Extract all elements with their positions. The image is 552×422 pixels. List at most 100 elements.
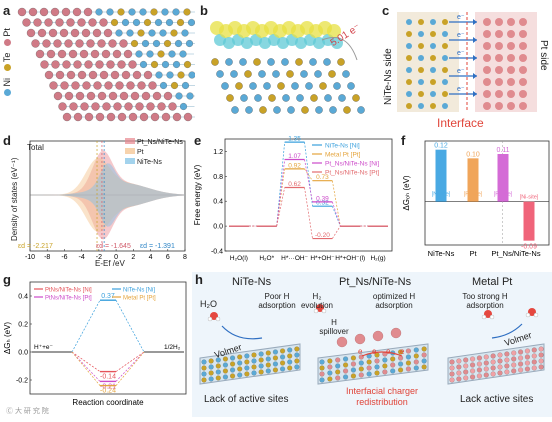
pt-atom <box>495 78 503 86</box>
pt-atom <box>64 91 74 101</box>
g-legend-label: Metal Pt [Pt] <box>123 296 156 302</box>
pt-atom <box>524 366 530 372</box>
electron-symbol: e <box>386 347 391 356</box>
interface-schematic: e⁻ e⁻ e⁻ e⁻ e⁻ <box>397 12 537 112</box>
nite-atom <box>406 79 412 85</box>
ni-atom <box>168 50 176 58</box>
pt-atom <box>60 81 69 90</box>
strong-adsorption-label: Too strong H adsorption <box>462 292 508 310</box>
volmer-arrow-right <box>491 323 523 339</box>
pt-atom <box>110 70 120 80</box>
pt-atom <box>113 102 122 111</box>
ni-atom <box>185 39 194 48</box>
panel-label-g: g <box>3 272 11 287</box>
pt-atom <box>106 60 115 69</box>
nite-atom <box>237 360 243 366</box>
g-y-tick-label: 0.2 <box>18 322 28 329</box>
nite-atom <box>237 372 243 378</box>
nite-atom <box>251 352 257 358</box>
ni-atom <box>174 39 183 48</box>
pt-atom <box>97 91 107 101</box>
g-connector-1 <box>71 300 101 353</box>
pt-atom <box>483 102 491 110</box>
substrate-atom <box>328 70 336 78</box>
dos-legend-item: Pt <box>125 148 183 158</box>
pt-atom <box>531 359 537 365</box>
ni-atom <box>139 60 148 69</box>
panel-label-e: e <box>194 133 202 148</box>
nite-atom <box>294 346 300 352</box>
nite-atom <box>418 43 424 49</box>
pt-atom <box>44 18 53 27</box>
pt-atom <box>108 39 117 48</box>
pt-atom <box>49 81 58 90</box>
ptns-atom <box>390 368 396 374</box>
pt-atom <box>68 49 78 59</box>
fe-x-category: H*+OH⁻(l) <box>335 255 365 262</box>
nite-atom <box>406 55 412 61</box>
ptns-atom <box>366 359 372 365</box>
substrate-atom <box>315 106 323 114</box>
pt-atom <box>71 81 80 90</box>
panel-label-h: h <box>195 272 203 287</box>
pt-atom <box>497 364 503 370</box>
fe-connector-0 <box>276 142 286 227</box>
bar-category-label: Pt <box>469 249 477 258</box>
te-atom <box>177 71 185 79</box>
bar-1 <box>467 158 479 202</box>
pt-atom <box>95 112 105 122</box>
nite-atom <box>244 353 250 359</box>
nite-atom <box>430 103 436 109</box>
pt-atom <box>132 70 142 80</box>
dos-x-tick-label: -10 <box>25 254 35 261</box>
header-nite: NiTe-Ns <box>232 276 272 288</box>
nite-atom <box>222 362 228 368</box>
electron-arrowhead <box>473 37 477 43</box>
panel-label-d: d <box>3 133 11 148</box>
g-y-tick-label: 0.0 <box>18 350 28 357</box>
te-atom <box>130 39 139 48</box>
pt-atom <box>538 364 544 370</box>
ptns-atom <box>382 363 388 369</box>
substrate-atom <box>239 58 247 66</box>
ni-atom <box>181 81 190 90</box>
pt-atom <box>55 70 65 80</box>
fe-legend-label: Pt_Ns/NiTe-Ns [Pt] <box>325 170 379 177</box>
fe-value-label: 1.35 <box>288 136 301 143</box>
pt-atom <box>518 361 524 367</box>
lack-sites-left: Lack of active sites <box>204 394 289 405</box>
fe-connector-1 <box>331 180 341 227</box>
dos-down-1 <box>30 195 185 233</box>
ni-atom <box>146 50 154 58</box>
pt-atom <box>463 369 469 375</box>
fe-frame <box>224 138 393 252</box>
nite-atom <box>430 91 436 97</box>
te-atom <box>170 29 178 37</box>
dos-down-2 <box>30 195 185 227</box>
substrate-atom <box>225 58 233 66</box>
pt-nanosheet-atom <box>390 327 402 339</box>
ni-atom <box>159 81 168 90</box>
nite-atom <box>287 347 293 353</box>
nite-atom <box>272 367 278 373</box>
electron-arrowhead <box>473 19 477 25</box>
fe-y-tick-label: 0.8 <box>213 174 223 181</box>
te-atom <box>137 29 145 37</box>
optimized-adsorption-label: optimized H adsorption <box>372 292 416 310</box>
bar-value-label: 0.10 <box>466 151 480 158</box>
fe-connector-3 <box>276 187 286 227</box>
pt-atom <box>161 112 171 122</box>
pt-atom <box>507 78 515 86</box>
bar-value-label: 0.12 <box>434 143 448 150</box>
pt-atom <box>51 60 60 69</box>
g-connector-0 <box>71 351 101 372</box>
nite-atom <box>208 364 214 370</box>
bar-category-label: Pt_Ns/NiTe-Ns <box>491 249 540 258</box>
nite-atom <box>430 31 436 37</box>
bar-frame <box>424 140 550 246</box>
pt-atom <box>531 347 537 353</box>
pt-atom <box>137 81 146 90</box>
substrate-atom <box>324 94 332 102</box>
nite-atom <box>258 369 264 375</box>
